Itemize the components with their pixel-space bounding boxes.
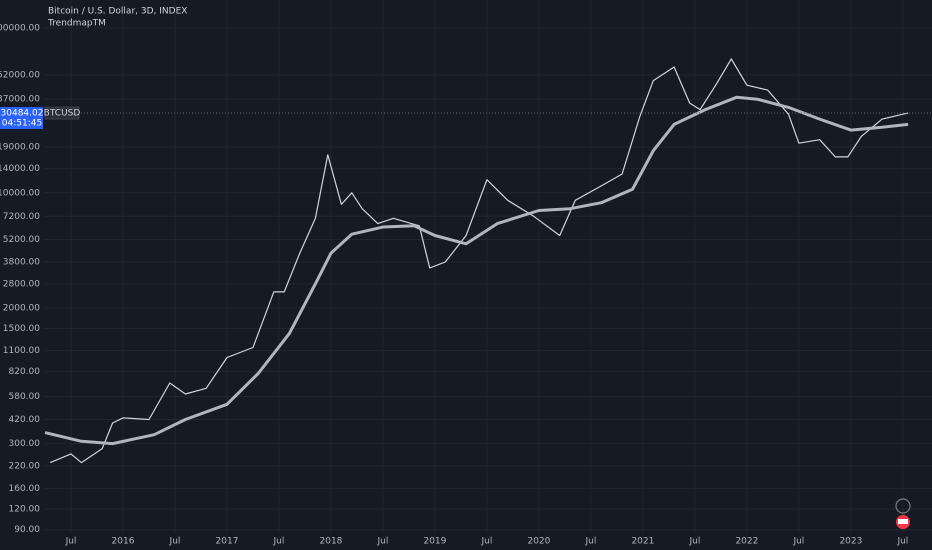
y-tick-label: 2000.00 <box>3 303 40 313</box>
y-tick-label: 90.00 <box>14 525 40 535</box>
lightning-icon[interactable] <box>895 498 911 514</box>
y-tick-label: 820.00 <box>9 367 41 377</box>
x-tick-label: Jul <box>896 537 908 547</box>
x-tick-label: 2017 <box>216 537 239 547</box>
symbol-label: BTCUSD <box>44 109 81 119</box>
price-line <box>44 95 909 446</box>
y-tick-label: 120.00 <box>9 505 41 515</box>
x-tick-label: 2018 <box>320 537 343 547</box>
y-tick-label: 2800.00 <box>3 279 40 289</box>
y-tick-label: 580.00 <box>9 392 41 402</box>
y-tick-label: 160.00 <box>9 484 41 494</box>
x-tick-label: 2022 <box>735 537 758 547</box>
x-tick-label: Jul <box>273 537 285 547</box>
x-tick-label: Jul <box>792 537 804 547</box>
y-tick-label: 300.00 <box>9 439 41 449</box>
last-price-label: 30484.02 <box>1 109 44 119</box>
x-tick-label: Jul <box>65 537 77 547</box>
plot <box>44 58 932 464</box>
price-label-box <box>0 107 43 130</box>
y-tick-label: 14000.00 <box>0 164 40 174</box>
flag-icon-inner <box>898 519 908 524</box>
y-tick-label: 52000.00 <box>0 70 40 80</box>
x-tick-label: Jul <box>377 537 389 547</box>
x-tick-label: Jul <box>584 537 596 547</box>
y-tick-label: 19000.00 <box>0 142 40 152</box>
x-tick-label: Jul <box>688 537 700 547</box>
x-tick-label: 2021 <box>631 537 654 547</box>
y-tick-label: 3800.00 <box>3 257 40 267</box>
x-tick-label: 2019 <box>423 537 446 547</box>
y-tick-label: 7200.00 <box>3 212 40 222</box>
grid <box>45 0 932 533</box>
symbol-label-box <box>44 106 80 120</box>
axes: 100000.00 52000.00 37000.00 19000.00 14000.0… <box>0 24 908 547</box>
x-tick-label: 2023 <box>839 537 862 547</box>
time-axis <box>0 533 932 550</box>
y-tick-label: 1500.00 <box>3 324 40 334</box>
y-tick-label: 5200.00 <box>3 235 40 245</box>
indicator-name: TrendmapTM <box>47 19 106 29</box>
x-tick-label: Jul <box>481 537 493 547</box>
y-tick-label: 1100.00 <box>3 346 40 356</box>
y-tick-label: 37000.00 <box>0 95 40 105</box>
y-tick-label: 420.00 <box>9 415 41 425</box>
y-tick-label: 10000.00 <box>0 188 40 198</box>
x-tick-label: Jul <box>169 537 181 547</box>
chart-title: Bitcoin / U.S. Dollar, 3D, INDEX <box>48 7 187 17</box>
x-tick-label: 2020 <box>527 537 550 547</box>
x-tick-label: 2016 <box>112 537 135 547</box>
countdown-label: 04:51:45 <box>2 119 42 129</box>
y-tick-label: 220.00 <box>9 461 41 471</box>
y-tick-label: 100000.00 <box>0 24 40 34</box>
